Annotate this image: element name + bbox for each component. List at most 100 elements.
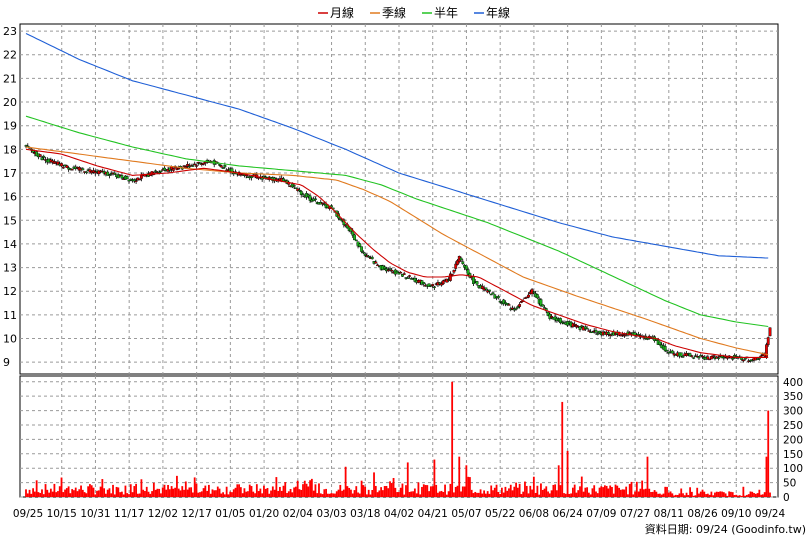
volume-bar bbox=[445, 494, 448, 497]
candle-body bbox=[60, 163, 63, 167]
volume-bar bbox=[531, 489, 533, 497]
volume-bar bbox=[60, 477, 63, 497]
candle-body bbox=[637, 334, 641, 336]
volume-bar bbox=[685, 492, 688, 497]
volume-bar bbox=[129, 484, 132, 497]
volume-bar bbox=[552, 484, 555, 497]
candle-body bbox=[61, 166, 65, 169]
candle-body bbox=[505, 303, 509, 306]
volume-bar bbox=[545, 486, 548, 497]
volume-tick-label: 350 bbox=[783, 391, 803, 403]
volume-bar bbox=[454, 486, 457, 497]
x-tick-label: 02/04 bbox=[283, 508, 314, 520]
volume-bar bbox=[703, 491, 706, 497]
candle-body bbox=[472, 276, 475, 284]
volume-bar bbox=[584, 487, 587, 497]
candle-body bbox=[221, 167, 225, 169]
candle-body bbox=[448, 273, 452, 281]
candle-body bbox=[688, 353, 692, 357]
candle-body bbox=[440, 283, 443, 286]
volume-bar bbox=[25, 489, 27, 497]
volume-bar bbox=[362, 485, 365, 497]
candle-body bbox=[452, 270, 456, 273]
price-plot bbox=[24, 33, 772, 363]
candle-body bbox=[390, 270, 394, 272]
volume-bar bbox=[708, 494, 711, 497]
volume-bar bbox=[225, 486, 228, 497]
price-tick-label: 9 bbox=[3, 356, 10, 369]
volume-bar bbox=[481, 493, 484, 497]
volume-bar bbox=[58, 486, 61, 497]
volume-bar bbox=[353, 490, 356, 497]
volume-bar bbox=[453, 492, 455, 497]
volume-bar bbox=[284, 482, 287, 497]
candle-body bbox=[92, 170, 95, 173]
volume-bar bbox=[579, 486, 581, 497]
volume-bar bbox=[254, 493, 256, 497]
volume-bar bbox=[497, 491, 500, 497]
volume-bar bbox=[721, 491, 723, 497]
volume-bar bbox=[476, 492, 478, 497]
volume-bar bbox=[81, 489, 84, 497]
candle-body bbox=[681, 356, 685, 358]
volume-bar bbox=[559, 485, 562, 497]
volume-bar bbox=[657, 493, 660, 497]
volume-bar bbox=[64, 489, 66, 497]
volume-bar bbox=[603, 485, 606, 497]
volume-bar bbox=[616, 485, 619, 497]
volume-bar bbox=[282, 485, 285, 497]
volume-bar bbox=[312, 490, 315, 497]
volume-bar bbox=[231, 492, 233, 497]
volume-bar bbox=[660, 494, 663, 497]
volume-bar bbox=[662, 493, 665, 497]
ma-month-line bbox=[25, 148, 769, 358]
volume-bar bbox=[115, 486, 118, 497]
volume-bar bbox=[756, 493, 759, 497]
candle-body bbox=[480, 286, 484, 290]
volume-bar bbox=[722, 492, 725, 497]
volume-bar bbox=[138, 493, 141, 497]
volume-bar bbox=[275, 477, 278, 497]
volume-bar bbox=[287, 491, 290, 497]
volume-bar bbox=[763, 492, 766, 497]
volume-bar bbox=[605, 485, 608, 497]
volume-bar bbox=[103, 488, 106, 497]
volume-bar bbox=[396, 492, 399, 497]
volume-bar bbox=[397, 492, 400, 497]
volume-bar bbox=[469, 477, 471, 497]
volume-bar bbox=[563, 493, 565, 497]
x-tick-label: 06/24 bbox=[553, 508, 584, 520]
volume-bar bbox=[506, 490, 509, 497]
candle-body bbox=[475, 281, 479, 285]
volume-bar bbox=[488, 493, 491, 497]
volume-bar bbox=[65, 488, 68, 497]
candle-body bbox=[667, 352, 671, 354]
volume-bar bbox=[341, 490, 343, 497]
chart-grid bbox=[19, 23, 779, 498]
volume-bar bbox=[149, 493, 152, 497]
volume-bar bbox=[37, 492, 40, 497]
candle-body bbox=[514, 308, 518, 310]
volume-bar bbox=[692, 495, 695, 497]
volume-bar bbox=[325, 488, 327, 497]
volume-bar bbox=[261, 493, 264, 497]
volume-bar bbox=[192, 492, 194, 497]
volume-bar bbox=[170, 486, 173, 497]
candle-body bbox=[541, 304, 545, 307]
volume-bar bbox=[156, 488, 159, 497]
volume-bar bbox=[366, 494, 368, 497]
volume-bar bbox=[422, 484, 425, 497]
volume-bar bbox=[731, 492, 734, 497]
x-tick-label: 01/20 bbox=[249, 508, 279, 520]
volume-bar bbox=[323, 489, 326, 497]
volume-bar bbox=[106, 489, 109, 497]
volume-bar bbox=[215, 490, 217, 497]
volume-bar bbox=[706, 493, 709, 497]
volume-bar bbox=[147, 491, 150, 497]
volume-bar bbox=[582, 491, 585, 497]
volume-bar bbox=[53, 483, 56, 497]
volume-bar bbox=[74, 487, 77, 497]
volume-bar bbox=[310, 478, 313, 497]
volume-bar bbox=[529, 485, 532, 497]
candle-body bbox=[523, 297, 527, 299]
